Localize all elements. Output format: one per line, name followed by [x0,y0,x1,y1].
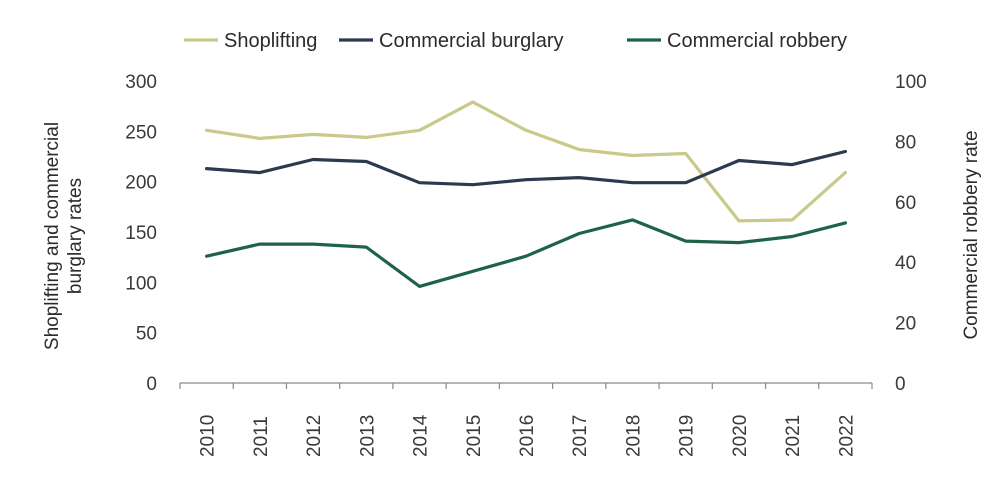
right-tick-label: 80 [895,132,916,153]
left-y-axis: 0 50 100 150 200 250 300 [125,72,157,395]
x-tick-label: 2014 [411,414,432,457]
x-tick-label: 2022 [836,415,857,457]
legend-label: Shoplifting [224,30,317,52]
right-tick-label: 40 [895,253,916,274]
series-line-commercial-burglary [205,149,848,187]
x-axis: 2010 2011 2012 2013 2014 2015 2016 2017 2018 2019… [179,382,873,457]
left-tick-label: 100 [125,273,157,294]
x-tick-label: 2016 [517,415,538,457]
right-tick-label: 0 [895,374,906,395]
left-tick-label: 250 [125,122,157,143]
x-tick-label: 2019 [677,415,698,457]
x-tick-label: 2010 [198,415,219,457]
left-tick-label: 200 [125,173,157,194]
series-lines [205,100,848,288]
x-tick-label: 2013 [357,415,378,457]
x-tick-label: 2015 [464,415,485,457]
x-tick-label: 2021 [783,415,804,457]
right-tick-label: 20 [895,314,916,335]
left-axis-title: Shoplifting and commercial burglary rates [42,122,86,350]
right-tick-label: 60 [895,193,916,214]
left-tick-label: 0 [146,374,157,395]
right-axis-title: Commercial robbery rate [961,130,982,339]
left-tick-label: 50 [136,324,157,345]
legend-label: Commercial burglary [379,30,564,52]
series-line-commercial-robbery [205,218,848,288]
x-tick-label: 2017 [570,415,591,457]
legend: Shoplifting Commercial burglary Commercial… [184,30,847,52]
x-tick-label: 2011 [251,416,272,457]
x-tick-label: 2012 [304,415,325,457]
legend-label: Commercial robbery [667,30,847,52]
left-tick-label: 300 [125,72,157,93]
left-tick-label: 150 [125,223,157,244]
x-tick-label: 2018 [623,415,644,457]
right-tick-label: 100 [895,72,927,93]
right-y-axis: 0 20 40 60 80 100 [895,72,927,395]
series-line-shoplifting [205,100,848,223]
x-tick-label: 2020 [730,415,751,457]
